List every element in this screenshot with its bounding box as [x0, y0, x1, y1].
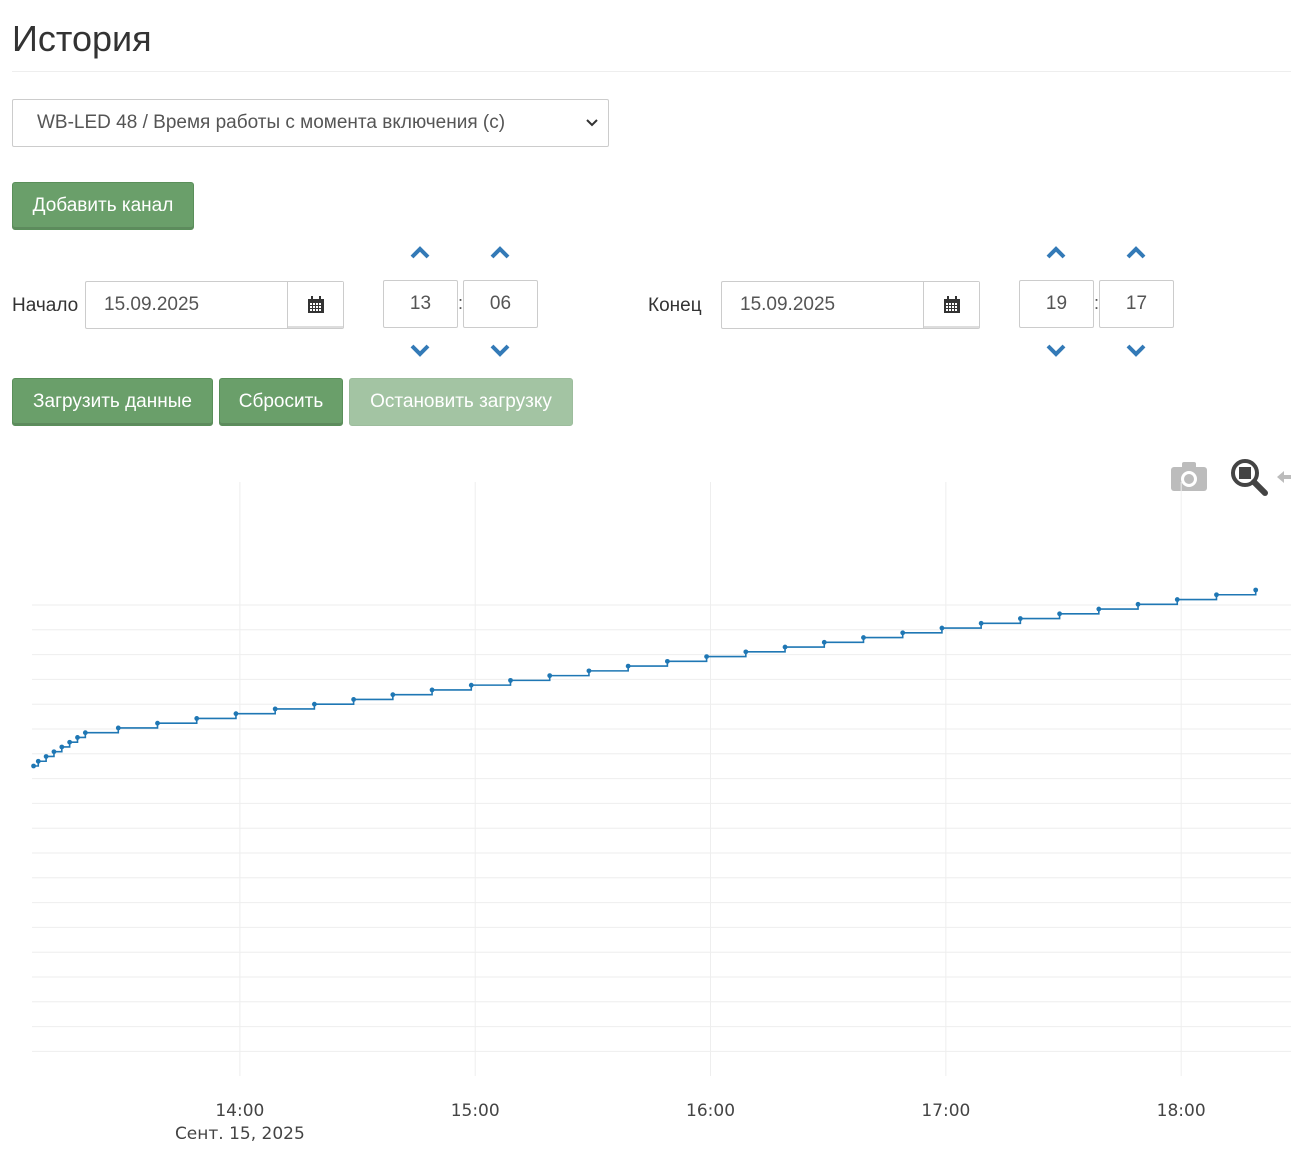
data-point[interactable] — [821, 639, 827, 645]
data-point[interactable] — [82, 730, 88, 736]
data-point[interactable] — [35, 758, 41, 764]
data-point[interactable] — [468, 682, 474, 688]
calendar-icon — [307, 296, 324, 313]
data-point[interactable] — [1017, 616, 1023, 621]
data-point[interactable] — [664, 658, 670, 664]
data-point[interactable] — [390, 692, 396, 698]
data-point[interactable] — [1057, 611, 1062, 617]
end-date-field[interactable]: 15.09.2025 — [721, 281, 980, 329]
start-date-value: 15.09.2025 — [104, 294, 200, 315]
load-data-button[interactable]: Загрузить данные — [12, 378, 213, 426]
end-date-value: 15.09.2025 — [740, 294, 836, 315]
data-point[interactable] — [115, 725, 121, 731]
data-point[interactable] — [782, 644, 788, 650]
data-point[interactable] — [272, 706, 278, 712]
chart-grid — [32, 482, 1291, 1076]
data-point[interactable] — [1214, 592, 1219, 598]
data-point[interactable] — [194, 716, 200, 721]
x-tick-label: 18:00 — [1157, 1101, 1206, 1121]
title-divider — [12, 71, 1291, 72]
data-point[interactable] — [900, 630, 906, 636]
channel-select-value: WB-LED 48 / Время работы с момента включ… — [37, 112, 506, 133]
data-point[interactable] — [586, 668, 592, 674]
x-tick-label: 15:00 — [451, 1101, 500, 1121]
start-date-field[interactable]: 15.09.2025 — [85, 281, 344, 329]
x-tick-label: 17:00 — [921, 1101, 970, 1121]
data-point[interactable] — [704, 654, 710, 659]
reset-button[interactable]: Сбросить — [219, 378, 343, 426]
page-title: История — [12, 18, 152, 59]
data-point[interactable] — [861, 635, 866, 640]
start-hour-input[interactable]: 13 — [383, 280, 458, 328]
start-label: Начало — [12, 295, 79, 316]
start-minute-up-icon[interactable] — [489, 246, 511, 260]
data-point[interactable] — [233, 711, 239, 717]
data-point[interactable] — [31, 763, 36, 769]
end-hour-down-icon[interactable] — [1045, 343, 1067, 357]
data-point[interactable] — [547, 673, 553, 679]
start-time-separator: : — [458, 293, 464, 313]
end-time-separator: : — [1094, 293, 1100, 313]
data-point[interactable] — [51, 749, 57, 755]
x-tick-label: 16:00 — [686, 1101, 735, 1121]
data-point[interactable] — [155, 720, 160, 726]
end-hour-input[interactable]: 19 — [1019, 280, 1094, 328]
start-minute-down-icon[interactable] — [489, 343, 511, 357]
chevron-down-icon — [586, 119, 598, 127]
start-hour-down-icon[interactable] — [409, 343, 431, 357]
chart-series — [31, 587, 1259, 769]
data-point[interactable] — [939, 625, 945, 631]
x-tick-label: 14:00 — [215, 1101, 264, 1121]
data-point[interactable] — [978, 620, 984, 626]
x-axis-date-label: Сент. 15, 2025 — [175, 1124, 305, 1144]
end-minute-up-icon[interactable] — [1125, 246, 1147, 260]
start-hour-up-icon[interactable] — [409, 246, 431, 260]
data-point[interactable] — [59, 744, 65, 750]
data-point[interactable] — [1253, 587, 1259, 593]
data-point[interactable] — [429, 687, 435, 693]
camera-icon[interactable] — [1170, 460, 1208, 492]
series-line — [32, 590, 1257, 767]
start-calendar-button[interactable] — [287, 282, 343, 328]
data-point[interactable] — [1135, 601, 1141, 607]
pan-icon[interactable] — [1276, 469, 1291, 485]
calendar-icon — [943, 296, 960, 313]
add-channel-button[interactable]: Добавить канал — [12, 182, 194, 230]
end-label: Конец — [648, 295, 702, 316]
stop-loading-button[interactable]: Остановить загрузку — [349, 378, 573, 426]
data-point[interactable] — [1096, 606, 1102, 612]
end-hour-up-icon[interactable] — [1045, 246, 1067, 260]
data-point[interactable] — [75, 735, 80, 740]
data-point[interactable] — [625, 663, 631, 669]
data-point[interactable] — [508, 677, 513, 683]
zoom-icon[interactable] — [1230, 458, 1268, 496]
end-calendar-button[interactable] — [923, 282, 979, 328]
data-point[interactable] — [1174, 597, 1180, 602]
data-point[interactable] — [43, 754, 49, 759]
data-point[interactable] — [351, 697, 357, 702]
history-chart[interactable]: 14:00 15:00 16:00 17:00 18:00 Сент. 15, 2025 — [0, 440, 1291, 1151]
start-minute-input[interactable]: 06 — [463, 280, 538, 328]
data-point[interactable] — [311, 701, 317, 707]
channel-select[interactable]: WB-LED 48 / Время работы с момента включ… — [12, 99, 609, 147]
end-minute-down-icon[interactable] — [1125, 343, 1147, 357]
chart-x-axis: 14:00 15:00 16:00 17:00 18:00 — [215, 1101, 1205, 1121]
data-point[interactable] — [67, 739, 73, 745]
end-minute-input[interactable]: 17 — [1099, 280, 1174, 328]
data-point[interactable] — [743, 649, 749, 655]
